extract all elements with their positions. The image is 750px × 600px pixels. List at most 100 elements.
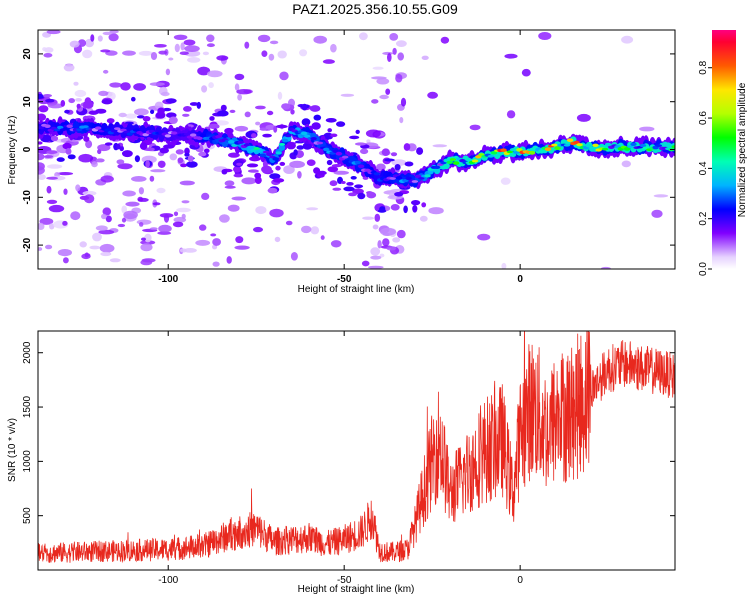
heatmap-noise-cell — [195, 239, 211, 246]
heatmap-noise-cell — [179, 180, 195, 186]
heatmap-side-cell — [224, 127, 234, 134]
spectrogram-x-axis-label: Height of straight line (km) — [298, 284, 415, 295]
heatmap-noise-cell — [57, 172, 74, 176]
heatmap-side-cell — [97, 149, 102, 155]
heatmap-noise-cell — [100, 49, 111, 53]
heatmap-noise-cell — [133, 83, 147, 91]
heatmap-noise-cell — [399, 117, 404, 124]
heatmap-noise-cell — [377, 240, 382, 249]
y-tick-label: 1000 — [22, 450, 33, 473]
y-tick-label: 1500 — [22, 395, 33, 418]
heatmap-noise-cell — [212, 261, 220, 267]
heatmap-side-cell — [259, 127, 267, 131]
heatmap-noise-cell — [42, 47, 47, 52]
heatmap-noise-cell — [261, 50, 268, 57]
heatmap-side-cell — [168, 116, 178, 124]
heatmap-noise-cell — [46, 185, 52, 194]
heatmap-noise-cell — [47, 164, 63, 169]
heatmap-noise-cell — [269, 208, 284, 218]
heatmap-ridge-cell — [354, 160, 362, 165]
heatmap-noise-cell — [202, 51, 209, 56]
heatmap-noise-cell — [38, 174, 46, 180]
heatmap-side-cell — [157, 160, 166, 168]
heatmap-side-cell — [233, 173, 244, 178]
heatmap-side-cell — [122, 150, 133, 158]
heatmap-side-cell — [38, 93, 45, 99]
heatmap-noise-cell — [277, 50, 287, 59]
heatmap-noise-cell — [289, 160, 305, 168]
spectrogram-x-ticks: -100 -50 0 — [158, 30, 523, 285]
heatmap-noise-cell — [49, 223, 55, 230]
heatmap-noise-cell — [330, 240, 342, 248]
heatmap-side-cell — [350, 176, 357, 180]
heatmap-noise-cell — [125, 201, 140, 207]
heatmap-ridge-cell — [357, 164, 365, 169]
heatmap-noise-cell — [500, 177, 511, 185]
heatmap-side-cell — [262, 133, 272, 138]
heatmap-noise-cell — [382, 238, 390, 247]
heatmap-noise-cell — [504, 53, 518, 59]
heatmap-side-cell — [354, 142, 367, 146]
heatmap-noise-cell — [247, 169, 259, 173]
heatmap-noise-cell — [43, 53, 53, 58]
heatmap-noise-cell — [236, 89, 252, 95]
heatmap-noise-cell — [181, 200, 190, 204]
heatmap-noise-cell — [63, 188, 68, 195]
heatmap-ridge-cell — [446, 160, 453, 164]
heatmap-ridge-cell — [433, 167, 441, 175]
heatmap-noise-cell — [299, 49, 308, 57]
heatmap-noise-cell — [90, 34, 95, 42]
heatmap-noise-cell — [179, 248, 187, 253]
x-tick-label: -100 — [158, 274, 178, 285]
heatmap-ridge-cell — [433, 165, 441, 169]
heatmap-noise-cell — [379, 253, 385, 258]
heatmap-noise-cell — [108, 33, 119, 42]
heatmap-side-cell — [187, 155, 194, 163]
heatmap-side-cell — [355, 129, 360, 134]
heatmap-noise-cell — [157, 231, 172, 235]
heatmap-ridge-cell — [215, 135, 222, 139]
snr-y-ticks: 500 1000 1500 2000 — [22, 341, 675, 524]
heatmap-side-cell — [184, 147, 190, 155]
heatmap-noise-cell — [227, 204, 240, 212]
heatmap-noise-cell — [501, 262, 507, 269]
heatmap-side-cell — [421, 202, 427, 208]
heatmap-side-cell — [131, 96, 136, 102]
heatmap-noise-cell — [149, 227, 158, 231]
heatmap-side-cell — [101, 99, 113, 105]
heatmap-noise-cell — [100, 251, 112, 257]
heatmap-ridge-cell — [247, 145, 254, 149]
heatmap-noise-cell — [361, 260, 370, 267]
heatmap-noise-cell — [362, 216, 375, 220]
heatmap-noise-cell — [120, 82, 131, 91]
heatmap-noise-cell — [149, 175, 155, 182]
heatmap-side-cell — [145, 160, 150, 168]
heatmap-noise-cell — [137, 196, 144, 202]
heatmap-noise-cell — [160, 91, 170, 97]
heatmap-noise-cell — [38, 247, 43, 251]
heatmap-noise-cell — [101, 213, 107, 220]
snr-y-axis-label: SNR (10 * v/v) — [7, 418, 18, 482]
heatmap-noise-cell — [140, 259, 153, 266]
heatmap-side-cell — [177, 157, 184, 164]
heatmap-noise-cell — [600, 266, 611, 269]
heatmap-side-cell — [317, 170, 327, 176]
heatmap-noise-cell — [376, 78, 390, 85]
heatmap-noise-cell — [419, 215, 428, 222]
heatmap-side-cell — [68, 98, 75, 104]
heatmap-noise-cell — [102, 31, 113, 36]
heatmap-side-cell — [273, 125, 278, 133]
heatmap-noise-cell — [117, 163, 133, 170]
heatmap-noise-cell — [92, 232, 102, 242]
heatmap-ridge-cell — [500, 148, 507, 152]
heatmap-noise-cell — [70, 211, 81, 221]
heatmap-noise-cell — [255, 121, 261, 126]
heatmap-side-cell — [184, 153, 190, 157]
heatmap-noise-cell — [370, 255, 382, 260]
heatmap-noise-cell — [39, 217, 54, 225]
heatmap-ridge-cell — [573, 140, 580, 144]
heatmap-noise-cell — [149, 82, 165, 86]
heatmap-noise-cell — [332, 187, 342, 191]
heatmap-side-cell — [394, 192, 404, 197]
heatmap-noise-cell — [154, 101, 164, 110]
